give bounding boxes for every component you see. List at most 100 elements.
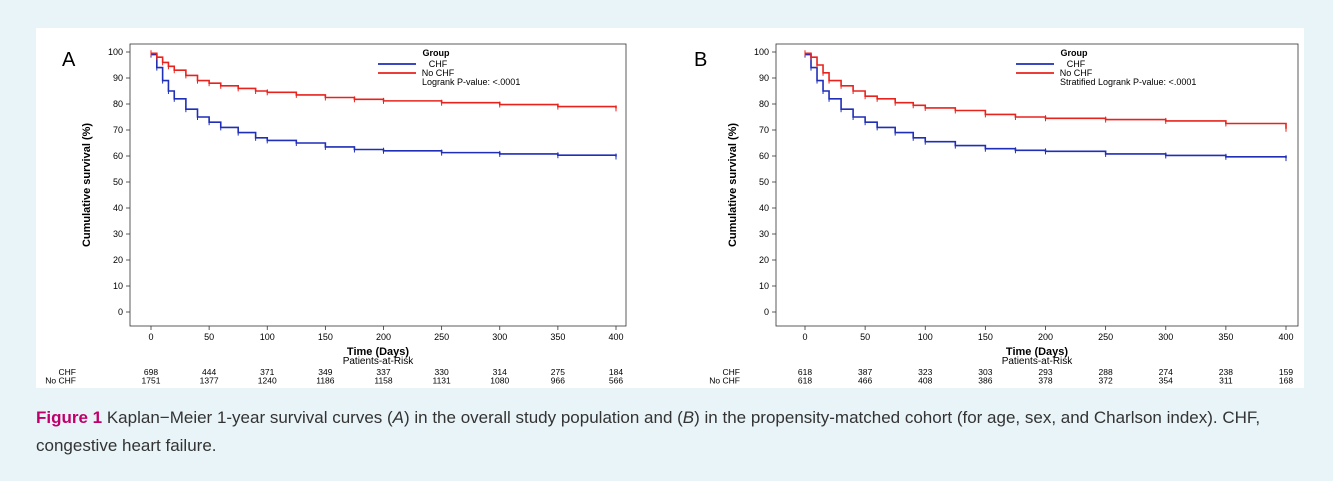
y-tick-label: 60 [759,151,769,161]
x-tick-label: 200 [1038,332,1053,342]
y-tick-label: 30 [759,229,769,239]
x-tick-label: 150 [978,332,993,342]
plot-frame [129,43,627,327]
y-tick-label: 90 [113,73,123,83]
caption-part: Kaplan−Meier 1-year survival curves ( [102,408,393,427]
at-risk-value: 966 [551,376,565,386]
at-risk-title: Patients-at-Risk [343,356,415,367]
y-tick-label: 0 [118,307,123,317]
at-risk-value: 323 [918,367,932,377]
at-risk-value: 1377 [200,376,219,386]
at-risk-value: 372 [1099,376,1113,386]
at-risk-value: 293 [1038,367,1052,377]
y-tick-label: 70 [759,125,769,135]
at-risk-value: 1080 [490,376,509,386]
y-tick-label: 20 [759,255,769,265]
at-risk-value: 1186 [316,376,335,386]
km-chart-b-svg: B 0 10 20 30 40 50 60 70 80 90 100 0 50 100 150 200 250 30… [694,43,1299,386]
legend-label: CHF [429,59,448,69]
at-risk-value: 698 [144,367,158,377]
km-chart-a-svg: A 0 10 20 30 40 50 60 70 80 90 100 0 50 100 150 200 250 30… [45,43,627,386]
panel-letter: A [62,49,76,71]
figure-label: Figure 1 [36,408,103,427]
at-risk-value: 274 [1159,367,1173,377]
y-axis-label: Cumulative survival (%) [727,123,739,247]
x-tick-label: 350 [550,332,565,342]
x-tick-label: 250 [434,332,449,342]
legend-title: Group [423,48,450,58]
x-tick-label: 0 [802,332,807,342]
x-tick-label: 350 [1218,332,1233,342]
at-risk-value: 349 [318,367,332,377]
at-risk-row-label: No CHF [709,376,740,386]
x-tick-label: 400 [608,332,623,342]
survival-curve-chf [151,53,617,157]
at-risk-value: 408 [918,376,932,386]
at-risk-value: 288 [1099,367,1113,377]
at-risk-value: 275 [551,367,565,377]
y-tick-label: 80 [759,99,769,109]
legend-label: No CHF [1060,68,1093,78]
survival-curve-chf [805,53,1287,159]
x-tick-label: 100 [918,332,933,342]
x-tick-label: 250 [1098,332,1113,342]
legend-label: No CHF [422,68,455,78]
at-risk-value: 618 [798,376,812,386]
at-risk-value: 1240 [258,376,277,386]
at-risk-value: 1158 [374,376,393,386]
y-tick-label: 10 [113,281,123,291]
legend-label: CHF [1067,59,1086,69]
y-tick-label: 40 [113,203,123,213]
at-risk-value: 330 [435,367,449,377]
legend-note: Stratified Logrank P-value: <.0001 [1060,77,1196,87]
caption-part: B [682,408,695,427]
x-tick-label: 50 [860,332,870,342]
at-risk-title: Patients-at-Risk [1002,356,1074,367]
km-chart-panel-a: A 0 10 20 30 40 50 60 70 80 90 100 0 50 100 150 200 250 30… [36,28,670,388]
y-tick-label: 60 [113,151,123,161]
caption-part: ) in the propensity-matched cohort (for … [36,408,1261,455]
panel-letter: B [694,49,707,71]
x-tick-label: 300 [1158,332,1173,342]
at-risk-value: 303 [978,367,992,377]
caption-part: ) in the overall study population and ( [404,408,683,427]
y-tick-label: 40 [759,203,769,213]
x-tick-label: 300 [492,332,507,342]
at-risk-value: 354 [1159,376,1173,386]
y-axis-label: Cumulative survival (%) [81,123,93,247]
x-tick-label: 400 [1278,332,1293,342]
at-risk-value: 159 [1279,367,1293,377]
at-risk-value: 387 [858,367,872,377]
km-chart-panel-b: B 0 10 20 30 40 50 60 70 80 90 100 0 50 100 150 200 250 30… [664,28,1304,388]
x-tick-label: 200 [376,332,391,342]
at-risk-value: 184 [609,367,623,377]
at-risk-value: 618 [798,367,812,377]
x-tick-label: 150 [318,332,333,342]
y-tick-label: 30 [113,229,123,239]
y-tick-label: 50 [113,177,123,187]
y-tick-label: 90 [759,73,769,83]
caption-part: A [392,408,404,427]
at-risk-value: 566 [609,376,623,386]
y-tick-label: 10 [759,281,769,291]
x-tick-label: 50 [204,332,214,342]
y-tick-label: 100 [754,47,769,57]
at-risk-value: 371 [260,367,274,377]
at-risk-row-label: CHF [723,367,740,377]
x-tick-label: 100 [260,332,275,342]
y-tick-label: 80 [113,99,123,109]
x-axis-label: Time (Days) [347,346,409,358]
at-risk-value: 168 [1279,376,1293,386]
y-tick-label: 100 [108,47,123,57]
y-tick-label: 20 [113,255,123,265]
legend-title: Group [1061,48,1088,58]
at-risk-value: 466 [858,376,872,386]
at-risk-value: 386 [978,376,992,386]
at-risk-value: 378 [1038,376,1052,386]
y-tick-label: 0 [764,307,769,317]
at-risk-row-label: CHF [59,367,76,377]
figure-caption-text: Kaplan−Meier 1-year survival curves (A) … [36,408,1260,455]
at-risk-value: 1751 [142,376,161,386]
at-risk-value: 314 [493,367,507,377]
plot-frame [775,43,1299,327]
